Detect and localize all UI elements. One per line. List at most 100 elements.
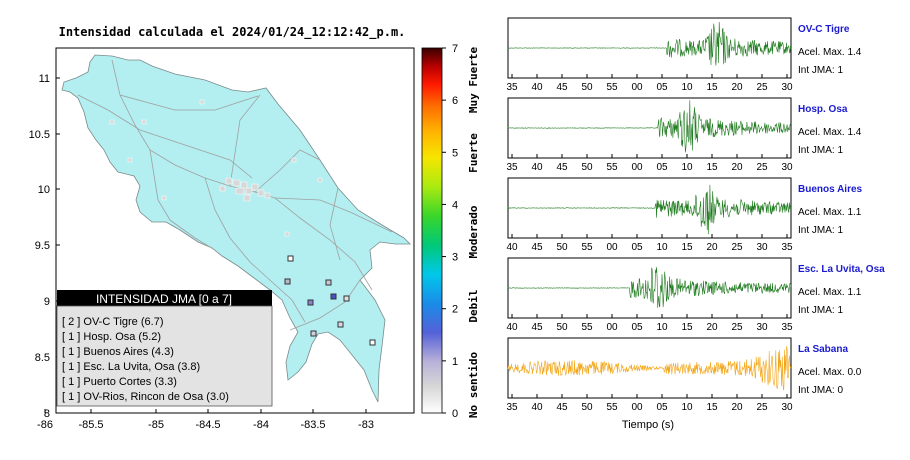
station-acel-max: Acel. Max. 1.4 <box>798 127 862 138</box>
seismogram-tick-label: 35 <box>506 402 518 413</box>
seismogram-tick-label: 55 <box>581 242 593 253</box>
seismogram-tick-label: 30 <box>781 402 793 413</box>
seismogram-tick-label: 25 <box>756 162 768 173</box>
scale-tick-label: 0 <box>452 408 458 420</box>
intensity-ticks: 0 1 2 3 4 5 6 7 <box>442 43 458 420</box>
seismogram-panels: 35 40 45 50 55 00 05 10 15 20 25 30 OV-C Tigre Acel. … <box>506 17 885 413</box>
scale-tick-label: 3 <box>452 252 458 264</box>
seismogram-tick-label: 10 <box>656 242 668 253</box>
map-x-tick-label: -83 <box>358 419 374 431</box>
seismogram-tick-label: 30 <box>781 82 793 93</box>
seismogram-tick-label: 05 <box>656 402 668 413</box>
legend: INTENSIDAD JMA [0 a 7] [ 2 ] OV-C Tigre … <box>56 290 273 407</box>
station-name: Buenos Aires <box>798 184 863 195</box>
station-ov-rios <box>310 330 317 337</box>
seismogram-trace <box>507 100 792 153</box>
station-int-jma: Int JMA: 1 <box>798 305 843 316</box>
seismogram-tick-label: 50 <box>581 162 593 173</box>
intensity-labels: No sentido Debil Moderado Fuerte Muy Fuerte <box>467 47 480 419</box>
legend-item: [ 2 ] OV-C Tigre (6.7) <box>62 316 163 328</box>
legend-item: [ 1 ] Puerto Cortes (3.3) <box>62 376 177 388</box>
seismogram-tick-label: 45 <box>556 82 568 93</box>
map-x-tick-label: -85.5 <box>78 419 103 431</box>
seismogram-tick-label: 55 <box>606 162 618 173</box>
scale-category-label: Muy Fuerte <box>467 47 480 114</box>
seismogram-tick-label: 20 <box>731 402 743 413</box>
station-ov-c-tigre <box>307 299 314 306</box>
seismogram-trace <box>507 184 792 235</box>
seismogram-tick-label: 40 <box>506 322 518 333</box>
station-esc-la-uvita <box>284 278 291 285</box>
time-axis-label: Tiempo (s) <box>622 419 674 431</box>
seismogram-tick-label: 45 <box>556 402 568 413</box>
seismogram-tick-label: 05 <box>656 162 668 173</box>
seismogram-tick-label: 00 <box>606 322 618 333</box>
legend-item: [ 1 ] Buenos Aires (4.3) <box>62 346 174 358</box>
seismogram-panel: 35 40 45 50 55 00 05 10 15 20 25 30 Hosp. Osa Acel. M… <box>506 97 862 173</box>
seismogram-tick-label: 45 <box>531 322 543 333</box>
legend-items: [ 2 ] OV-C Tigre (6.7) [ 1 ] Hosp. Osa (5… <box>62 316 229 403</box>
seismogram-tick-label: 20 <box>706 242 718 253</box>
seismogram-tick-label: 55 <box>606 402 618 413</box>
seismogram-tick-label: 15 <box>681 242 693 253</box>
seismogram-tick-label: 10 <box>681 402 693 413</box>
seismogram-trace <box>507 346 792 391</box>
seismogram-tick-label: 25 <box>756 82 768 93</box>
seismogram-tick-label: 55 <box>581 322 593 333</box>
seismogram-tick-label: 25 <box>731 242 743 253</box>
seismogram-tick-label: 20 <box>731 162 743 173</box>
map-x-tick-label: -85 <box>148 419 164 431</box>
station-name: La Sabana <box>798 344 848 355</box>
station-acel-max: Acel. Max. 1.1 <box>798 207 862 218</box>
station-acel-max: Acel. Max. 1.4 <box>798 47 862 58</box>
seismogram-tick-label: 20 <box>731 82 743 93</box>
seismogram-tick-label: 50 <box>581 82 593 93</box>
map-y-tick-label: 9 <box>44 296 50 308</box>
station-int-jma: Int JMA: 1 <box>798 225 843 236</box>
legend-item: [ 1 ] Esc. La Uvita, Osa (3.8) <box>62 361 200 373</box>
seismogram-tick-label: 40 <box>531 162 543 173</box>
seismogram-tick-label: 35 <box>781 322 793 333</box>
legend-item: [ 1 ] Hosp. Osa (5.2) <box>62 331 161 343</box>
road-network <box>77 59 393 331</box>
seismogram-tick-label: 05 <box>656 82 668 93</box>
seismogram-tick-label: 45 <box>531 242 543 253</box>
seismogram-tick-label: 15 <box>706 82 718 93</box>
map-y-tick-label: 10 <box>38 184 50 196</box>
map-y-tick-label: 11 <box>39 73 50 85</box>
seismogram-tick-label: 50 <box>581 402 593 413</box>
scale-category-label: Fuerte <box>467 133 480 173</box>
seismogram-tick-label: 00 <box>631 162 643 173</box>
map-y-tick-label: 8.5 <box>35 352 50 364</box>
seismogram-tick-label: 35 <box>781 242 793 253</box>
station-int-jma: Int JMA: 1 <box>798 145 843 156</box>
scale-category-label: No sentido <box>467 352 480 419</box>
station-puerto-cortes <box>325 279 332 286</box>
scale-category-label: Moderado <box>467 205 480 258</box>
seismogram-tick-label: 10 <box>681 162 693 173</box>
seismogram-tick-label: 05 <box>631 322 643 333</box>
station-marker-extra <box>337 321 344 328</box>
legend-header <box>57 290 272 306</box>
seismogram-tick-label: 50 <box>556 242 568 253</box>
seismogram-tick-label: 30 <box>756 322 768 333</box>
map-frame <box>55 47 415 414</box>
map-x-tick-label: -84 <box>253 419 269 431</box>
seismogram-tick-label: 25 <box>731 322 743 333</box>
central-valley-towns <box>109 99 323 237</box>
seismogram-trace <box>507 21 792 66</box>
intensity-color-bar <box>421 47 443 414</box>
intensity-color-scale: 0 1 2 3 4 5 6 7 No sentido Debil Moderado Fuerte Mu… <box>421 43 480 420</box>
seismogram-tick-label: 30 <box>756 242 768 253</box>
scale-tick-label: 1 <box>452 356 458 368</box>
map-title: Intensidad calculada el 2024/01/24_12:12… <box>59 25 406 40</box>
seismogram-panel: 35 40 45 50 55 00 05 10 15 20 25 30 OV-C Tigre Acel. … <box>506 17 862 93</box>
station-int-jma: Int JMA: 1 <box>798 65 843 76</box>
seismogram-tick-label: 00 <box>631 82 643 93</box>
seismogram-tick-label: 00 <box>631 402 643 413</box>
legend-item: [ 1 ] OV-Rios, Rincon de Osa (3.0) <box>62 391 229 403</box>
scale-category-label: Debil <box>467 289 480 322</box>
station-int-jma: Int JMA: 0 <box>798 385 843 396</box>
station-acel-max: Acel. Max. 0.0 <box>798 367 862 378</box>
seismogram-tick-label: 25 <box>756 402 768 413</box>
